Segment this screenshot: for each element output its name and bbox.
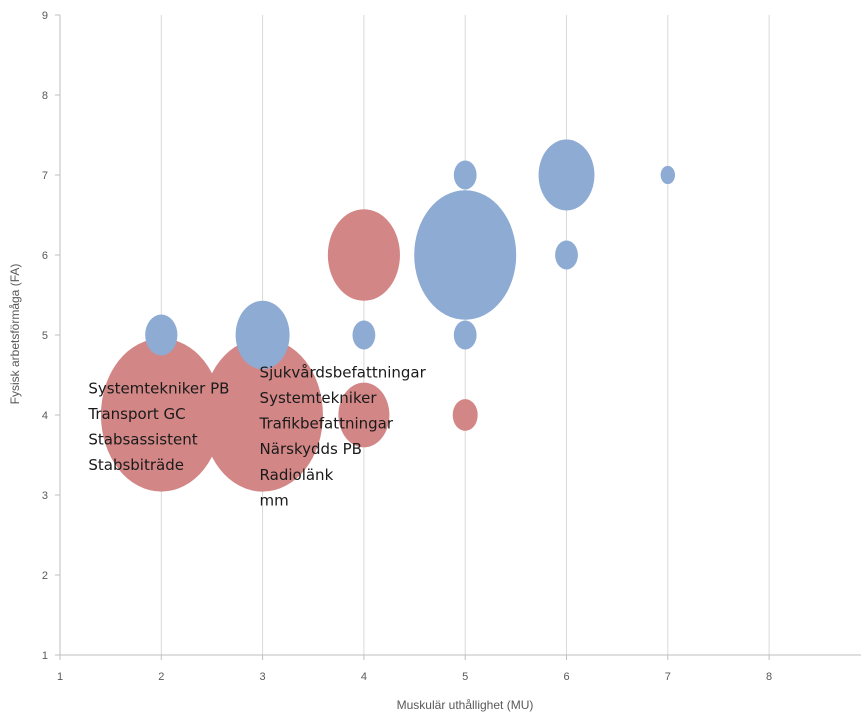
annotation-line: Närskydds PB (260, 440, 362, 458)
bubble (338, 382, 390, 448)
y-tick-label: 3 (42, 490, 48, 502)
bubble (555, 240, 578, 270)
annotation-line: Radiolänk (260, 466, 334, 484)
x-axis-label: Muskulär uthållighet (MU) (397, 698, 534, 712)
bubble (538, 139, 595, 211)
bubble (452, 399, 478, 431)
annotation-line: Sjukvårdsbefattningar (260, 363, 427, 381)
annotation-line: Stabsbiträde (88, 456, 184, 474)
bubble (414, 190, 517, 320)
x-tick-label: 5 (462, 671, 468, 683)
axes: 1 2 3 4 5 6 7 8 9 1 2 3 4 5 6 7 8 (42, 10, 861, 683)
bubble (352, 320, 376, 350)
x-tick-label: 4 (361, 671, 367, 683)
annotation-line: Trafikbefattningar (259, 415, 394, 433)
x-tick-label: 2 (158, 671, 164, 683)
bubble (660, 165, 676, 185)
bubble (202, 338, 323, 492)
bubble (235, 300, 290, 370)
y-tick-label: 4 (42, 410, 48, 422)
y-tick-label: 8 (42, 90, 48, 102)
y-tick-label: 5 (42, 330, 48, 342)
y-tick-label: 9 (42, 10, 48, 22)
x-tick-label: 3 (260, 671, 266, 683)
annotation-line: mm (260, 491, 289, 509)
x-tick-label: 7 (665, 671, 671, 683)
y-axis-label: Fysisk arbetsförmåga (FA) (8, 264, 22, 405)
x-tick-label: 1 (57, 671, 63, 683)
bubble (453, 320, 477, 350)
bubbles (100, 139, 676, 492)
annotation-line: Stabsassistent (88, 431, 197, 449)
annotation-line: Systemtekniker (260, 389, 378, 407)
x-tick-label: 6 (563, 671, 569, 683)
bubble (453, 160, 477, 190)
annotations: Systemtekniker PB Transport GC Stabsassist… (87, 363, 426, 509)
bubble (327, 209, 400, 301)
annotation-line: Systemtekniker PB (88, 379, 229, 397)
y-tick-label: 7 (42, 170, 48, 182)
x-tick-label: 8 (766, 671, 772, 683)
y-tick-label: 1 (42, 650, 48, 662)
y-tick-label: 6 (42, 250, 48, 262)
y-tick-label: 2 (42, 570, 48, 582)
bubble (100, 338, 222, 492)
bubble (145, 314, 178, 356)
annotation-line: Transport GC (87, 405, 185, 423)
